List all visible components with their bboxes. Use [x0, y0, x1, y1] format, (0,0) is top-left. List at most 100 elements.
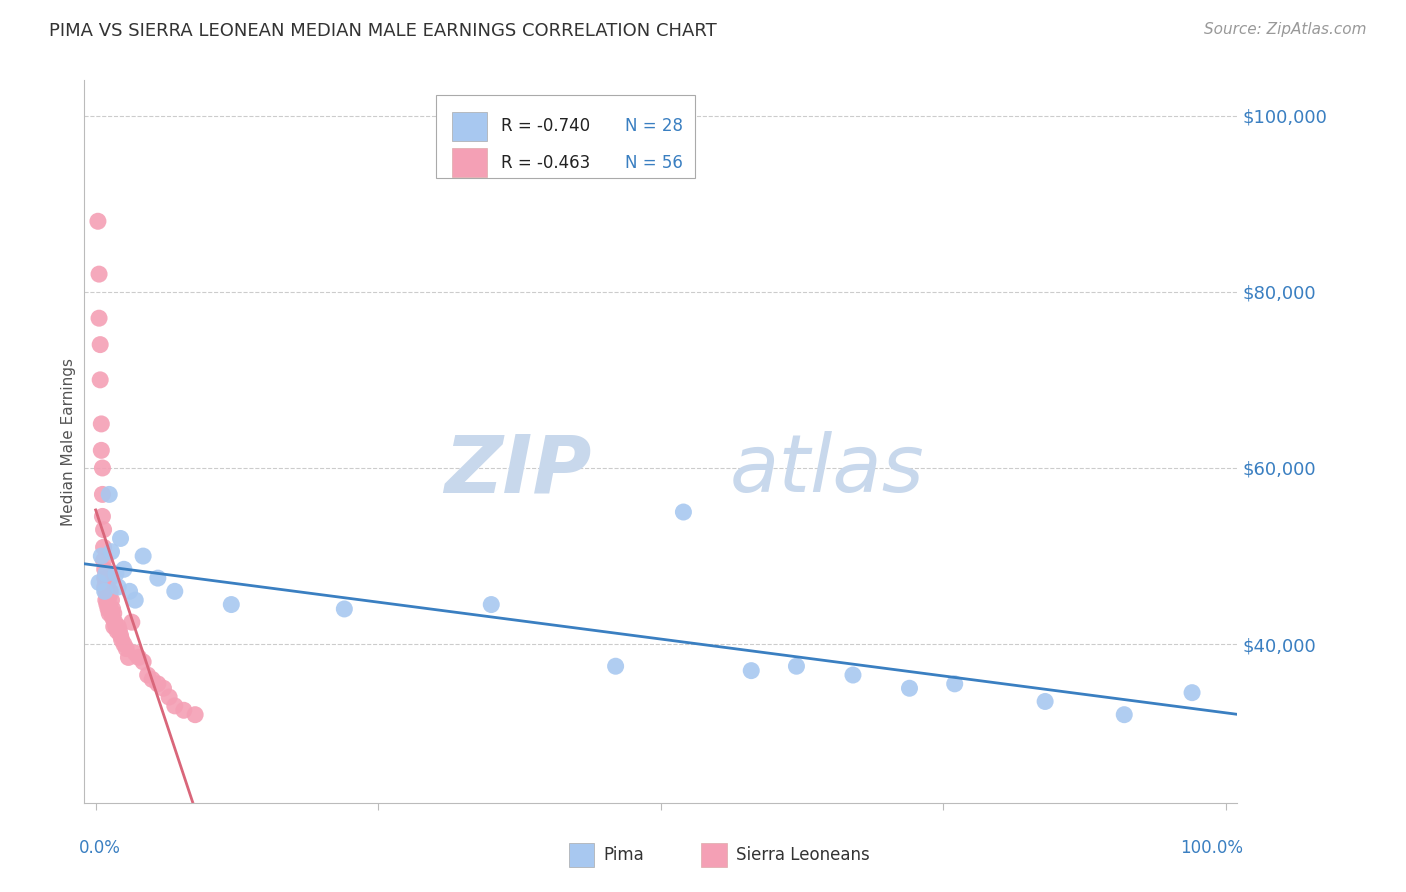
Point [785, 659, 807, 673]
Text: N = 28: N = 28 [626, 118, 683, 136]
Text: N = 56: N = 56 [626, 153, 683, 172]
Point [98, 487, 121, 501]
Bar [436, 95, 696, 178]
Text: 0.0%: 0.0% [79, 838, 121, 857]
Point [146, 677, 169, 691]
Y-axis label: Median Male Earnings: Median Male Earnings [60, 358, 76, 525]
Point [93, 553, 115, 567]
Point [136, 668, 159, 682]
Point [87, 575, 110, 590]
Point [90, 417, 112, 431]
Point [93, 562, 115, 576]
Point [479, 598, 502, 612]
Point [100, 593, 122, 607]
Point [96, 589, 118, 603]
Point [89, 373, 111, 387]
Point [107, 619, 129, 633]
Point [105, 566, 128, 581]
Point [740, 664, 762, 678]
Text: PIMA VS SIERRA LEONEAN MEDIAN MALE EARNINGS CORRELATION CHART: PIMA VS SIERRA LEONEAN MEDIAN MALE EARNI… [49, 22, 717, 40]
Point [163, 584, 186, 599]
Point [97, 602, 120, 616]
Point [107, 580, 129, 594]
Point [90, 443, 112, 458]
Point [101, 602, 124, 616]
Point [333, 602, 356, 616]
Point [103, 619, 125, 633]
Point [128, 650, 150, 665]
Point [96, 580, 118, 594]
Point [101, 611, 124, 625]
Point [157, 690, 180, 704]
Point [98, 607, 121, 621]
Point [118, 584, 141, 599]
Point [184, 707, 207, 722]
Point [605, 659, 627, 673]
Point [943, 677, 966, 691]
Point [163, 698, 186, 713]
Bar [568, 843, 593, 867]
Point [124, 646, 146, 660]
Point [100, 607, 122, 621]
Point [98, 589, 121, 603]
Point [94, 566, 117, 581]
Point [152, 681, 174, 696]
Point [112, 562, 135, 576]
Text: Pima: Pima [603, 846, 644, 863]
Bar [453, 148, 486, 178]
Point [112, 637, 135, 651]
Bar [453, 112, 486, 141]
Point [93, 541, 115, 555]
Point [93, 571, 115, 585]
Point [132, 655, 155, 669]
Point [93, 584, 115, 599]
Point [672, 505, 695, 519]
Point [842, 668, 865, 682]
Point [111, 632, 134, 647]
Point [124, 593, 146, 607]
Text: atlas: atlas [730, 432, 925, 509]
Point [98, 584, 121, 599]
Point [96, 598, 118, 612]
Point [173, 703, 195, 717]
Point [110, 628, 132, 642]
Point [94, 593, 117, 607]
Point [221, 598, 243, 612]
Point [91, 509, 114, 524]
Point [1033, 694, 1056, 708]
Point [108, 624, 131, 638]
Text: Sierra Leoneans: Sierra Leoneans [735, 846, 869, 863]
Point [121, 615, 143, 630]
Point [94, 575, 117, 590]
Point [93, 580, 115, 594]
Point [91, 461, 114, 475]
Point [90, 549, 112, 563]
Point [87, 214, 110, 228]
Text: R = -0.463: R = -0.463 [501, 153, 589, 172]
Point [105, 624, 128, 638]
Point [87, 311, 110, 326]
Text: ZIP: ZIP [444, 432, 592, 509]
Point [1114, 707, 1136, 722]
Point [100, 544, 122, 558]
Point [97, 593, 120, 607]
Point [91, 487, 114, 501]
Point [103, 607, 125, 621]
Point [141, 673, 163, 687]
Point [132, 549, 155, 563]
Point [94, 584, 117, 599]
Text: 100.0%: 100.0% [1180, 838, 1243, 857]
Point [98, 571, 121, 585]
Point [104, 615, 127, 630]
Point [1181, 686, 1204, 700]
Text: R = -0.740: R = -0.740 [501, 118, 589, 136]
Point [117, 650, 139, 665]
Point [115, 641, 138, 656]
Point [105, 619, 128, 633]
Text: Source: ZipAtlas.com: Source: ZipAtlas.com [1204, 22, 1367, 37]
Point [89, 337, 111, 351]
Point [898, 681, 921, 696]
Point [146, 571, 169, 585]
Point [93, 523, 115, 537]
Bar [702, 843, 727, 867]
